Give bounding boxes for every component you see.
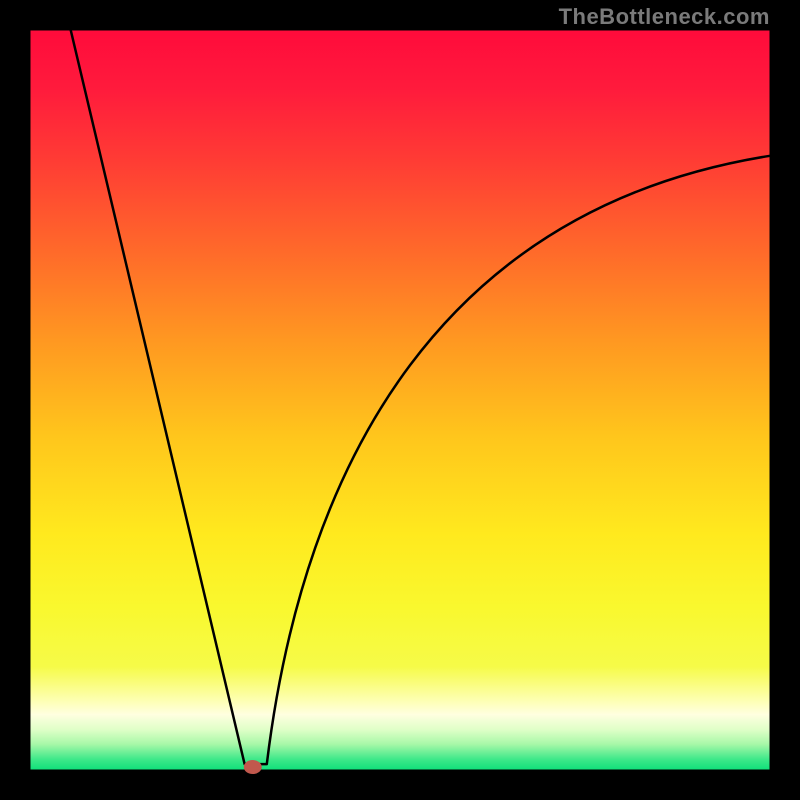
watermark-label: TheBottleneck.com bbox=[559, 4, 770, 30]
chart-stage: TheBottleneck.com bbox=[0, 0, 800, 800]
optimum-marker bbox=[244, 760, 262, 774]
plot-background bbox=[30, 30, 770, 770]
bottleneck-chart bbox=[0, 0, 800, 800]
